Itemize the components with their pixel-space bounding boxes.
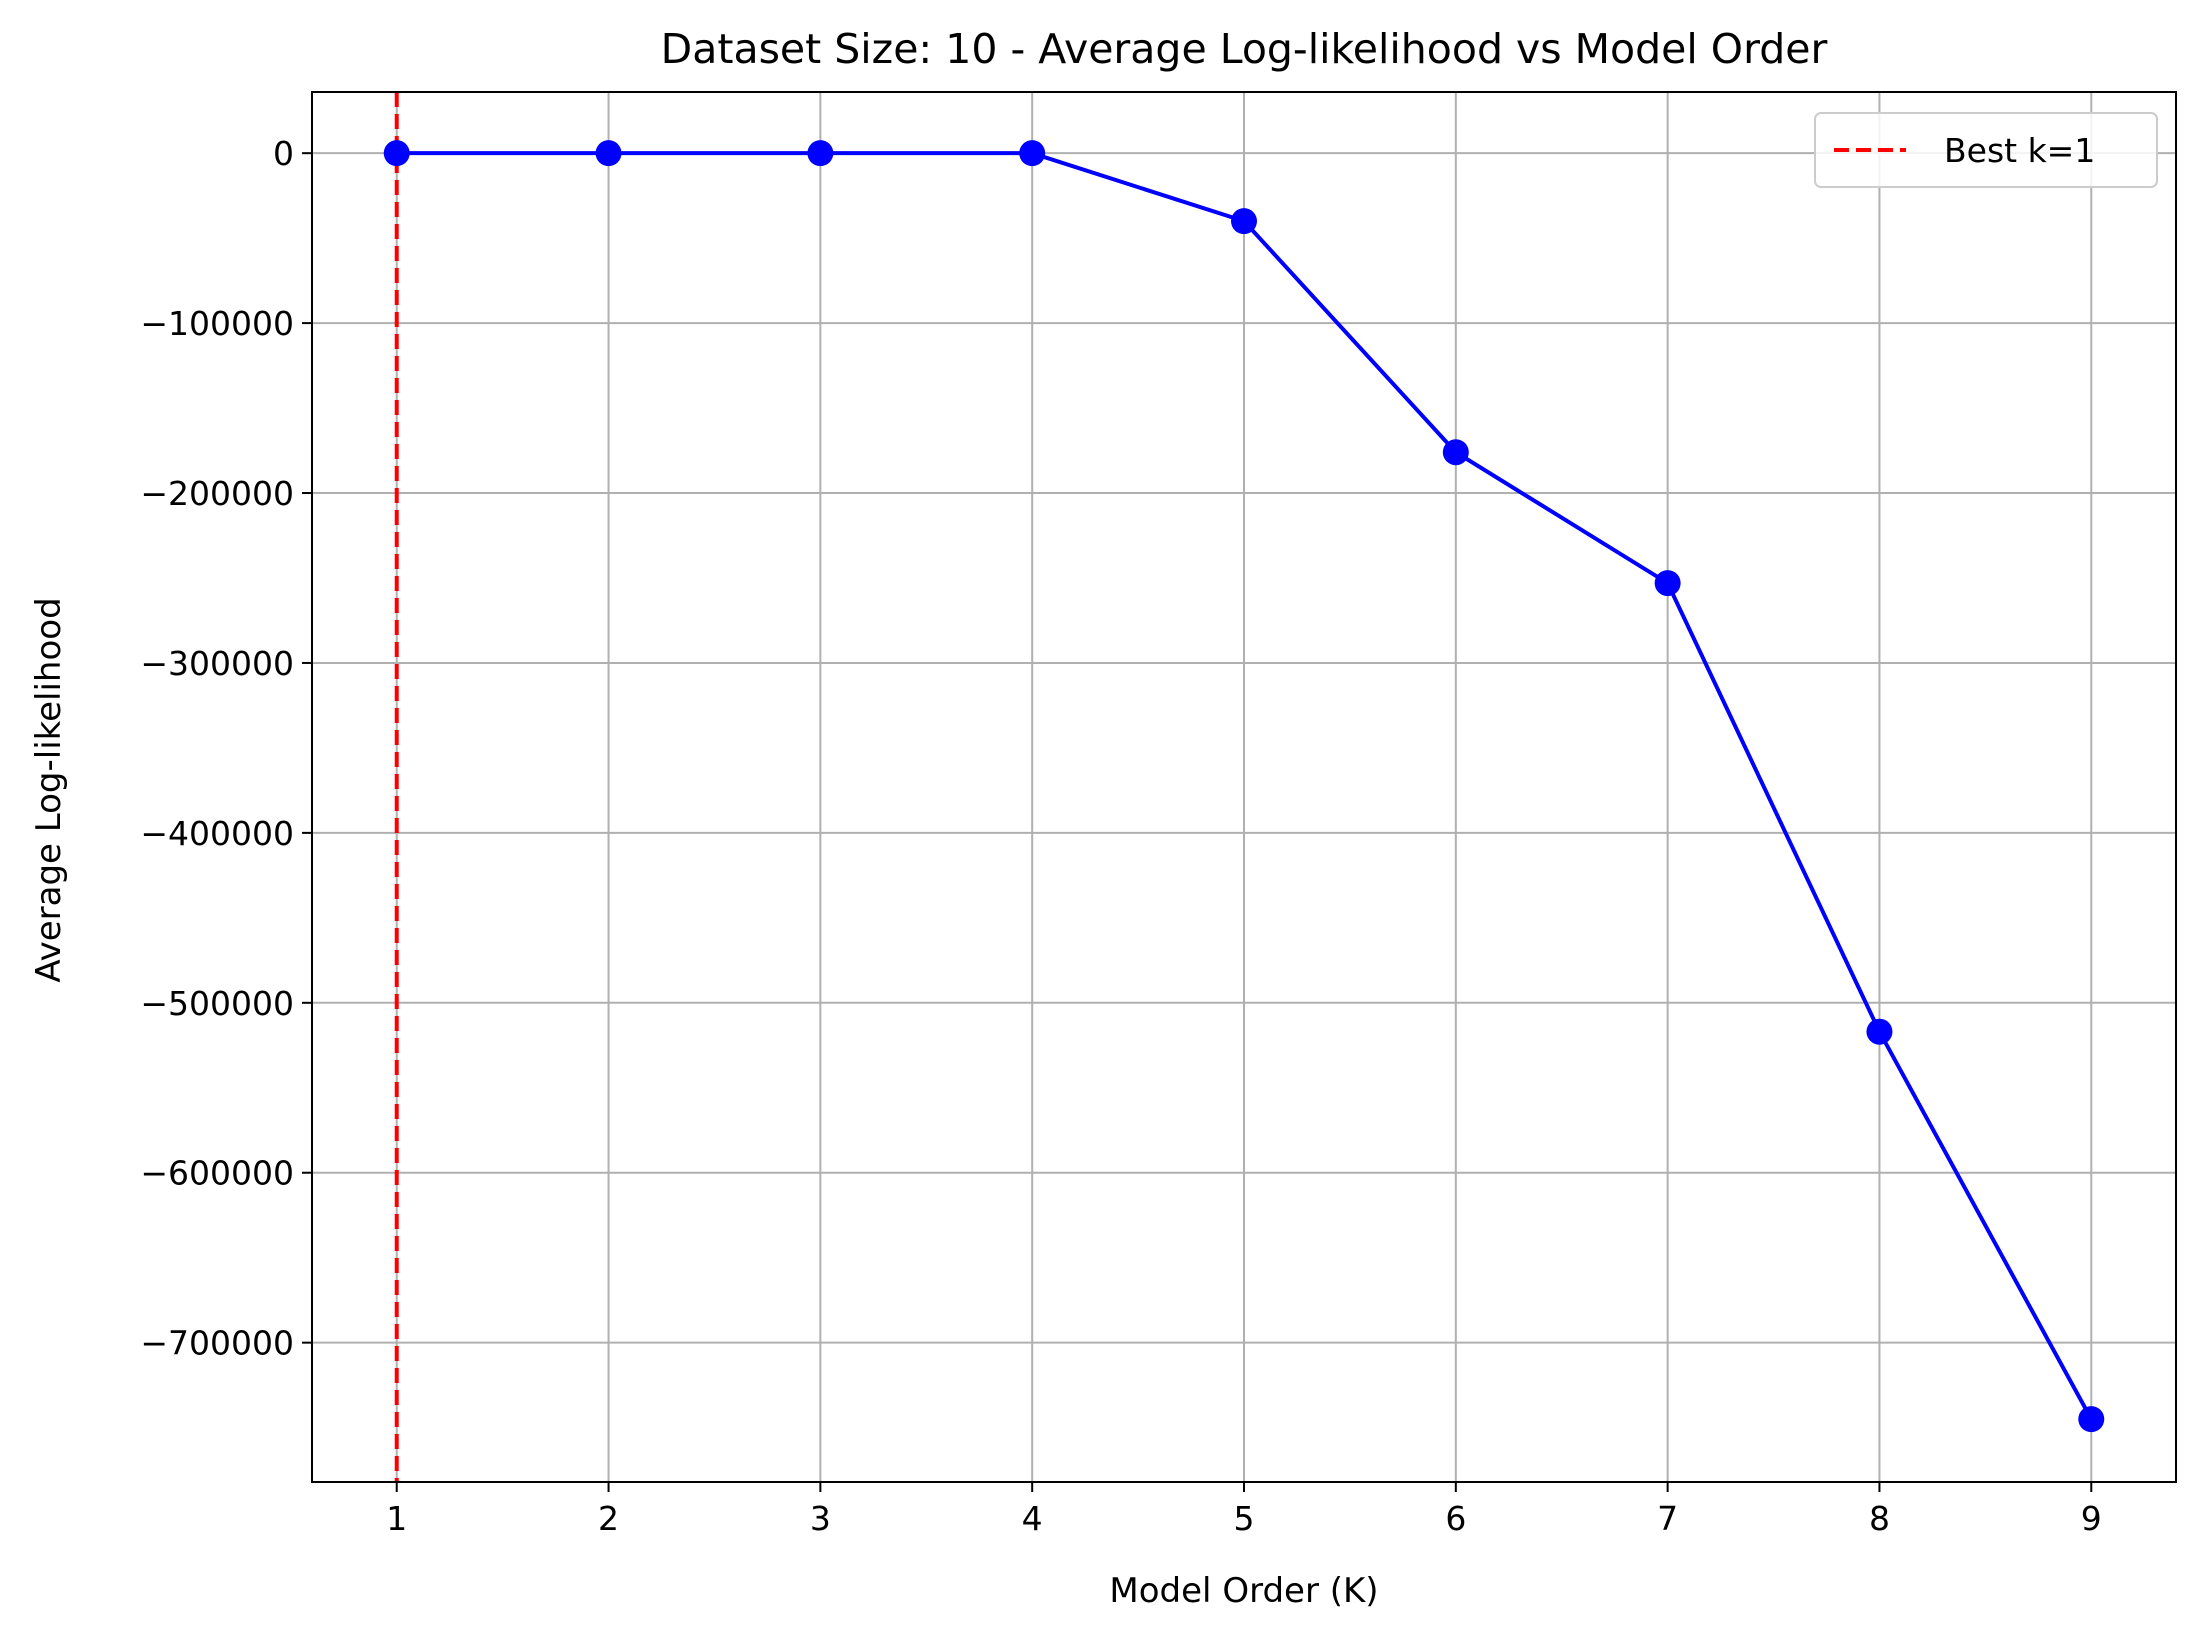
series-layer: [383, 140, 2105, 1433]
y-tick-label: −400000: [140, 814, 294, 853]
y-tick-label: 0: [273, 134, 294, 173]
x-tick-label: 7: [1657, 1499, 1678, 1538]
grid: [312, 92, 2176, 1482]
y-tick-label: −700000: [140, 1324, 294, 1363]
y-tick-label: −600000: [140, 1154, 294, 1193]
y-tick-label: −300000: [140, 644, 294, 683]
legend-box: [1814, 112, 2158, 188]
chart-title: Dataset Size: 10 - Average Log-likelihoo…: [661, 25, 1828, 73]
y-axis-label: Average Log-likelihood: [29, 597, 69, 982]
y-tick-label: −100000: [140, 304, 294, 343]
data-point: [595, 140, 622, 167]
x-axis-ticks: 1 2 3 4 5 6 7 8 9: [386, 1482, 2102, 1538]
data-point: [807, 140, 834, 167]
data-point: [1442, 439, 1469, 466]
x-tick-label: 8: [1869, 1499, 1890, 1538]
x-tick-label: 9: [2081, 1499, 2102, 1538]
data-point: [1019, 140, 1046, 167]
y-tick-label: −500000: [140, 984, 294, 1023]
data-point: [1866, 1018, 1893, 1045]
x-tick-label: 1: [386, 1499, 407, 1538]
x-tick-label: 4: [1022, 1499, 1043, 1538]
y-axis-ticks: 0 −100000 −200000 −300000 −400000 −500000 −600…: [140, 134, 312, 1363]
x-tick-label: 2: [598, 1499, 619, 1538]
data-point: [1231, 208, 1257, 235]
legend: Best k=1: [1814, 112, 2158, 188]
x-axis-label: Model Order (K): [1109, 1571, 1378, 1611]
data-point: [2078, 1406, 2105, 1433]
y-tick-label: −200000: [140, 474, 294, 513]
data-point: [1654, 570, 1681, 597]
legend-label-best-k: Best k=1: [1944, 131, 2095, 170]
data-point: [383, 140, 410, 167]
x-tick-label: 6: [1445, 1499, 1466, 1538]
x-tick-label: 5: [1234, 1499, 1255, 1538]
x-tick-label: 3: [810, 1499, 831, 1538]
